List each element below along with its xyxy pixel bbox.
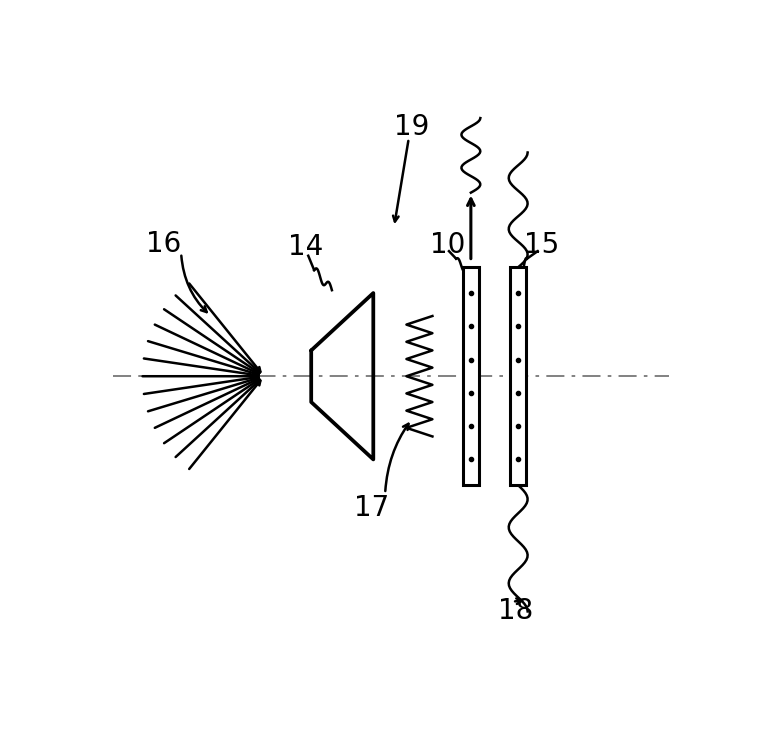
Text: 17: 17 (355, 494, 390, 522)
Text: 15: 15 (524, 232, 559, 259)
Bar (462, 267, 479, 485)
Text: 19: 19 (394, 112, 430, 141)
Bar (510, 267, 526, 485)
Text: 14: 14 (288, 233, 323, 261)
Text: 18: 18 (497, 597, 533, 625)
Text: 16: 16 (146, 230, 181, 259)
Text: 10: 10 (430, 232, 465, 259)
